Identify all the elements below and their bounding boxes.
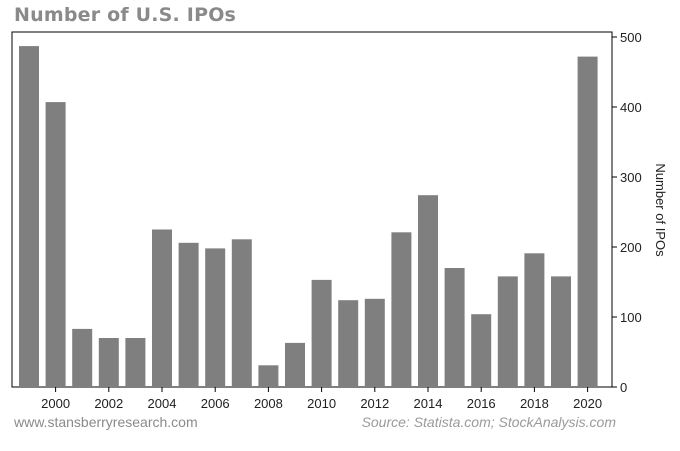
bar-2007 — [231, 239, 252, 387]
bar-2019 — [551, 276, 571, 387]
y-tick-label-300: 300 — [620, 170, 642, 185]
bar-2015 — [444, 268, 465, 387]
x-tick-label-2000: 2000 — [41, 396, 70, 411]
website-credit: www.stansberryresearch.com — [14, 414, 198, 430]
x-tick-label-2014: 2014 — [414, 396, 443, 411]
bar-2002 — [98, 338, 119, 387]
bar-2012 — [364, 298, 385, 387]
x-tick-label-2020: 2020 — [573, 396, 602, 411]
bar-1999 — [19, 46, 39, 387]
bar-2000 — [45, 102, 66, 387]
bar-2018 — [524, 253, 545, 387]
x-tick-label-2008: 2008 — [254, 396, 283, 411]
bar-2013 — [391, 232, 412, 387]
bars-group — [19, 46, 598, 387]
x-tick-label-2006: 2006 — [201, 396, 230, 411]
x-tick-label-2018: 2018 — [520, 396, 549, 411]
x-tick-label-2012: 2012 — [360, 396, 389, 411]
y-tick-label-100: 100 — [620, 310, 642, 325]
bar-2020 — [577, 56, 598, 387]
bar-2010 — [311, 279, 332, 387]
bar-2008 — [258, 365, 279, 387]
chart-title: Number of U.S. IPOs — [14, 4, 237, 26]
y-tick-label-0: 0 — [620, 380, 627, 395]
y-axis: 0 100 200 300 400 500 — [612, 30, 642, 395]
source-credit: Source: Statista.com; StockAnalysis.com — [361, 414, 616, 430]
x-tick-label-2004: 2004 — [148, 396, 177, 411]
x-tick-label-2002: 2002 — [94, 396, 123, 411]
bar-2009 — [285, 342, 305, 387]
y-tick-label-200: 200 — [620, 240, 642, 255]
y-tick-label-500: 500 — [620, 30, 642, 45]
bar-2004 — [152, 229, 172, 387]
bar-2005 — [178, 242, 199, 387]
bar-2006 — [205, 248, 226, 387]
bar-2017 — [497, 276, 518, 387]
x-axis: 2000 2002 2004 2006 2008 2010 2012 2014 2016 2018… — [41, 387, 602, 411]
x-tick-label-2016: 2016 — [467, 396, 496, 411]
bar-2016 — [471, 314, 492, 387]
y-tick-label-400: 400 — [620, 100, 642, 115]
x-tick-label-2010: 2010 — [307, 396, 336, 411]
bar-2014 — [418, 195, 438, 387]
bar-2003 — [125, 338, 146, 387]
bar-2001 — [72, 328, 93, 387]
y-axis-label: Number of IPOs — [653, 163, 668, 257]
bar-2011 — [338, 300, 359, 387]
